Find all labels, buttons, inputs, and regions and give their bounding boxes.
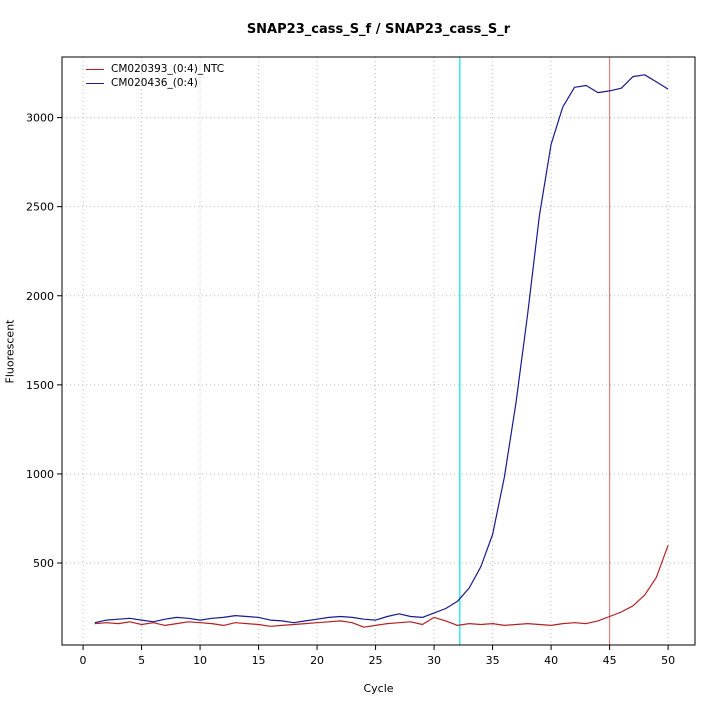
x-tick-label: 30 <box>427 654 441 667</box>
series-line-1 <box>94 74 669 624</box>
legend-item-ntc: CM020393_(0:4)_NTC <box>86 62 224 76</box>
x-tick-label: 10 <box>193 654 207 667</box>
y-axis-label: Fluorescent <box>3 319 17 384</box>
x-tick-label: 20 <box>310 654 324 667</box>
legend: CM020393_(0:4)_NTC CM020436_(0:4) <box>86 62 224 90</box>
x-tick-label: 45 <box>603 654 617 667</box>
legend-line-ntc-icon <box>86 68 104 70</box>
x-tick-label: 15 <box>252 654 266 667</box>
y-tick-label: 3000 <box>26 112 54 125</box>
y-tick-label: 1000 <box>26 468 54 481</box>
chart-title: SNAP23_cass_S_f / SNAP23_cass_S_r <box>246 22 511 37</box>
y-tick-label: 500 <box>33 557 54 570</box>
x-tick-label: 25 <box>369 654 383 667</box>
y-tick-label: 2000 <box>26 290 54 303</box>
x-tick-label: 0 <box>80 654 87 667</box>
legend-label-ntc: CM020393_(0:4)_NTC <box>111 63 225 75</box>
plot-border <box>61 56 696 646</box>
series-line-0 <box>94 544 669 628</box>
y-tick-label: 2500 <box>26 201 54 214</box>
x-tick-label: 35 <box>486 654 500 667</box>
x-tick-label: 5 <box>138 654 145 667</box>
x-tick-label: 50 <box>661 654 675 667</box>
legend-label-sample: CM020436_(0:4) <box>111 77 198 89</box>
legend-item-sample: CM020436_(0:4) <box>86 76 224 90</box>
y-tick-label: 1500 <box>26 379 54 392</box>
x-tick-label: 40 <box>544 654 558 667</box>
x-axis-label: Cycle <box>363 682 394 695</box>
legend-line-sample-icon <box>86 82 104 84</box>
